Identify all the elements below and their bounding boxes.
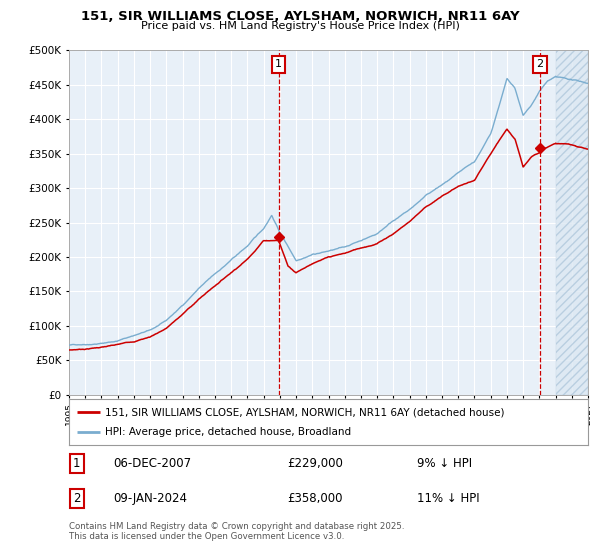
Text: 09-JAN-2024: 09-JAN-2024 [113,492,187,505]
Text: 11% ↓ HPI: 11% ↓ HPI [417,492,479,505]
Text: £229,000: £229,000 [287,457,343,470]
Text: 06-DEC-2007: 06-DEC-2007 [113,457,191,470]
Text: 1: 1 [73,457,80,470]
Text: 1: 1 [275,59,282,69]
Text: 2: 2 [73,492,80,505]
Text: Contains HM Land Registry data © Crown copyright and database right 2025.
This d: Contains HM Land Registry data © Crown c… [69,522,404,542]
Text: Price paid vs. HM Land Registry's House Price Index (HPI): Price paid vs. HM Land Registry's House … [140,21,460,31]
Text: 151, SIR WILLIAMS CLOSE, AYLSHAM, NORWICH, NR11 6AY (detached house): 151, SIR WILLIAMS CLOSE, AYLSHAM, NORWIC… [106,407,505,417]
Text: 9% ↓ HPI: 9% ↓ HPI [417,457,472,470]
Text: 2: 2 [536,59,544,69]
Text: HPI: Average price, detached house, Broadland: HPI: Average price, detached house, Broa… [106,427,352,437]
Text: 151, SIR WILLIAMS CLOSE, AYLSHAM, NORWICH, NR11 6AY: 151, SIR WILLIAMS CLOSE, AYLSHAM, NORWIC… [80,10,520,23]
Text: £358,000: £358,000 [287,492,343,505]
